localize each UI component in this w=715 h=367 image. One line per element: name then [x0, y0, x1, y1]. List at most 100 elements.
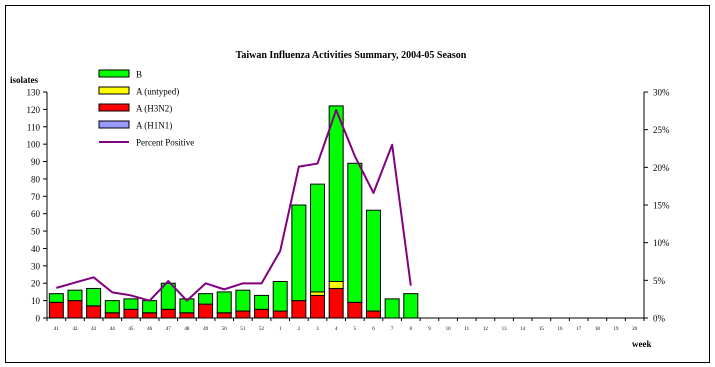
x-tick-label: 48 — [184, 327, 190, 332]
y-tick-label: 80 — [31, 174, 41, 184]
x-tick-label: 43 — [91, 327, 97, 332]
y-tick-label: 30 — [31, 261, 41, 271]
bar-segment-b-week-49 — [198, 293, 214, 305]
bar-segment-b-week-46 — [142, 300, 158, 314]
x-tick-label: 11 — [464, 327, 469, 332]
y-tick-label: 0 — [36, 314, 41, 324]
y-tick-label: 50 — [31, 227, 41, 237]
x-tick-label: 3 — [316, 327, 319, 332]
bar-segment-b-week-51 — [235, 289, 251, 312]
x-tick-label: 5 — [354, 327, 357, 332]
legend-swatch-a-untyped — [98, 86, 130, 95]
x-tick-label: 10 — [446, 327, 452, 332]
legend-swatch-b — [98, 69, 130, 78]
x-tick-label: 6 — [372, 327, 375, 332]
x-tick-label: 7 — [391, 327, 394, 332]
x-tick-label: 52 — [259, 327, 265, 332]
x-tick-label: 2 — [298, 327, 301, 332]
bar-segment-a-h3n2--week-42 — [67, 300, 83, 319]
legend-swatch-a-h1n1 — [98, 120, 130, 129]
bar-segment-b-week-6 — [365, 209, 381, 312]
percent-positive-line-layer — [56, 109, 412, 302]
x-tick-label: 9 — [428, 327, 431, 332]
x-tick-label: 49 — [203, 327, 209, 332]
x-tick-label: 51 — [240, 327, 246, 332]
bar-segment-b-week-45 — [123, 298, 139, 310]
y-tick-label: 90 — [31, 157, 41, 167]
bar-segment-a-untyped--week-4 — [328, 280, 344, 289]
x-tick-label: 50 — [222, 327, 228, 332]
y-tick-label: 130 — [27, 88, 41, 98]
y2-tick-label: 25% — [653, 125, 670, 135]
bar-segment-a-h3n2--week-47 — [160, 308, 176, 319]
bar-segment-a-h3n2--week-2 — [291, 300, 307, 319]
legend-swatch-a-h3n2 — [98, 103, 130, 112]
bar-segment-a-h3n2--week-5 — [347, 301, 363, 319]
bar-segment-b-week-50 — [216, 291, 232, 314]
y-tick-label: 60 — [31, 209, 41, 219]
bar-segment-b-week-47 — [160, 282, 176, 310]
y-tick-label: 110 — [27, 122, 41, 132]
x-tick-label: 41 — [54, 327, 60, 332]
legend-label-percent-positive: Percent Positive — [136, 138, 194, 148]
x-axis-label: week — [632, 339, 652, 349]
y2-tick-label: 0% — [653, 314, 666, 324]
bar-segment-a-h3n2--week-3 — [310, 294, 326, 319]
bar-segment-b-week-52 — [254, 294, 270, 310]
bar-segment-b-week-7 — [384, 298, 400, 319]
bar-segment-a-h3n2--week-50 — [216, 312, 232, 319]
bar-segment-a-h3n2--week-46 — [142, 312, 158, 319]
bar-segment-b-week-44 — [104, 300, 120, 314]
x-tick-label: 45 — [128, 327, 134, 332]
y-tick-label: 20 — [31, 279, 41, 289]
y-axis-label: isolates — [10, 75, 38, 85]
chart-frame: Taiwan Influenza Activities Summary, 200… — [5, 5, 710, 363]
bar-segment-a-h3n2--week-48 — [179, 312, 195, 319]
chart-title: Taiwan Influenza Activities Summary, 200… — [236, 50, 467, 61]
x-tick-label: 14 — [520, 327, 526, 332]
bar-segment-b-week-5 — [347, 162, 363, 303]
y-tick-label: 100 — [27, 140, 41, 150]
legend-label-a-h1n1: A (H1N1) — [136, 121, 172, 131]
bar-segment-a-h3n2--week-52 — [254, 308, 270, 319]
bar-segment-b-week-4 — [328, 105, 344, 282]
axes-layer: 01020304050607080901001101201300%5%10%15… — [27, 88, 671, 333]
y2-tick-label: 5% — [653, 276, 666, 286]
x-tick-label: 16 — [558, 327, 564, 332]
x-tick-label: 4 — [335, 327, 338, 332]
x-tick-label: 1 — [279, 327, 282, 332]
bar-segment-b-week-3 — [310, 183, 326, 293]
x-tick-label: 20 — [632, 327, 638, 332]
x-tick-label: 44 — [110, 327, 116, 332]
x-tick-label: 15 — [539, 327, 545, 332]
x-tick-label: 19 — [614, 327, 620, 332]
bar-segment-a-h3n2--week-45 — [123, 308, 139, 319]
y-tick-label: 70 — [31, 192, 41, 202]
bar-segment-b-week-48 — [179, 298, 195, 314]
y-tick-label: 40 — [31, 244, 41, 254]
y2-tick-label: 15% — [653, 201, 670, 211]
y-tick-label: 120 — [27, 105, 41, 115]
bar-segment-b-week-41 — [48, 293, 64, 303]
bar-segment-a-untyped--week-3 — [310, 291, 326, 296]
x-tick-label: 12 — [483, 327, 489, 332]
legend-label-a-untyped: A (untyped) — [136, 87, 179, 97]
x-tick-label: 18 — [595, 327, 601, 332]
bar-segment-a-h3n2--week-6 — [365, 310, 381, 319]
bar-segment-a-h3n2--week-41 — [48, 301, 64, 319]
bar-segment-a-h3n2--week-49 — [198, 303, 214, 319]
bar-segment-a-h3n2--week-43 — [86, 305, 102, 319]
y2-tick-label: 30% — [653, 88, 670, 98]
bar-segment-b-week-1 — [272, 280, 288, 312]
influenza-chart: Taiwan Influenza Activities Summary, 200… — [10, 50, 671, 349]
x-tick-label: 17 — [576, 327, 582, 332]
bars-layer — [48, 105, 419, 319]
x-tick-label: 8 — [410, 327, 413, 332]
y2-tick-label: 20% — [653, 163, 670, 173]
legend-label-b: B — [136, 70, 142, 80]
bar-segment-b-week-8 — [403, 293, 419, 319]
percent-positive-line — [56, 109, 412, 302]
x-tick-label: 46 — [147, 327, 153, 332]
x-tick-label: 42 — [72, 327, 78, 332]
legend: B A (untyped) A (H3N2) A (H1N1) Percent Posi… — [98, 69, 194, 148]
